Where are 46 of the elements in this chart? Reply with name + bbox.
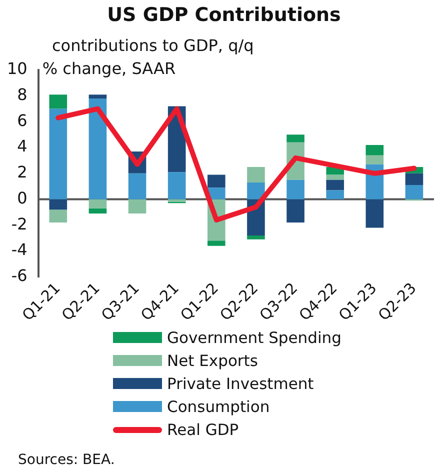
y-tick-label: 6 (17, 110, 28, 130)
bar (247, 182, 265, 200)
bar (88, 98, 107, 200)
bar (405, 185, 424, 200)
bar (128, 199, 146, 214)
bar (326, 174, 344, 180)
bar (286, 180, 304, 200)
bar (247, 235, 265, 240)
y-tick-label: -6 (11, 266, 28, 286)
bar (128, 173, 146, 200)
bar (247, 166, 265, 182)
bar (49, 94, 68, 109)
y-tick-label: 2 (17, 162, 28, 182)
y-tick-label: 0 (17, 188, 28, 208)
bar (88, 208, 107, 214)
bar (405, 173, 424, 186)
bar (168, 172, 186, 200)
bar (207, 174, 226, 188)
bar (326, 190, 344, 200)
chart-subtitle: contributions to GDP, q/q (52, 36, 254, 55)
legend-label: Net Exports (167, 352, 258, 370)
y-tick-label: -4 (11, 240, 28, 260)
chart-title: US GDP Contributions (106, 4, 342, 26)
y-tick-label: 8 (17, 85, 28, 104)
bar (168, 199, 186, 202)
legend-label: Consumption (167, 398, 270, 416)
bar (207, 240, 226, 246)
bar (49, 199, 68, 210)
bar (286, 199, 304, 223)
bar (286, 134, 304, 142)
legend-label: Government Spending (167, 328, 342, 346)
legend-label: Real GDP (167, 420, 239, 438)
bar (88, 199, 107, 208)
source-note: Sources: BEA. (18, 452, 115, 468)
bar (366, 155, 384, 164)
bar (366, 144, 384, 156)
bar (326, 180, 344, 190)
bar (49, 210, 68, 223)
y-axis-title: % change, SAAR (42, 59, 176, 78)
legend-label: Private Investment (167, 374, 314, 392)
bar (49, 108, 68, 200)
y-tick-label: 4 (17, 136, 28, 156)
y-tick-label: 10 (7, 59, 28, 78)
bar (366, 199, 384, 228)
bar (88, 94, 107, 98)
y-tick-label: -2 (11, 214, 28, 234)
